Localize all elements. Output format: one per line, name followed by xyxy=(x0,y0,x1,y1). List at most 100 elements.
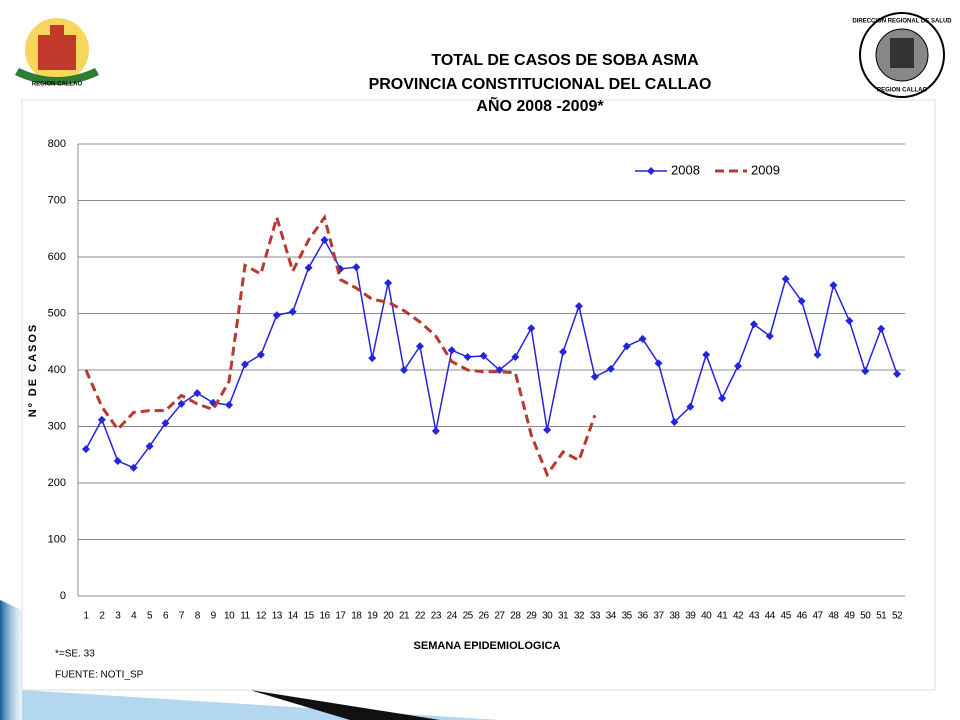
point-marker xyxy=(781,275,790,284)
x-tick-label: 18 xyxy=(351,611,362,622)
point-marker xyxy=(654,359,663,368)
x-tick-label: 39 xyxy=(685,611,696,622)
x-tick-label: 24 xyxy=(447,611,458,622)
point-marker xyxy=(161,419,170,428)
logo-text: REGION CALLAO xyxy=(877,88,928,94)
chart-title: TOTAL DE CASOS DE SOBA ASMA xyxy=(431,52,699,69)
logo-text: DIRECCION REGIONAL DE SALUD xyxy=(852,19,952,25)
x-tick-label: 14 xyxy=(288,611,299,622)
point-marker xyxy=(431,427,440,436)
x-tick-label: 46 xyxy=(797,611,808,622)
x-tick-label: 7 xyxy=(179,611,185,622)
point-marker xyxy=(749,320,758,329)
x-tick-label: 19 xyxy=(367,611,378,622)
logo-text: REGION CALLAO xyxy=(32,82,83,88)
x-tick-label: 4 xyxy=(131,611,137,622)
x-tick-label: 31 xyxy=(558,611,569,622)
point-marker xyxy=(384,278,393,287)
x-tick-label: 43 xyxy=(749,611,760,622)
x-tick-label: 20 xyxy=(383,611,394,622)
point-marker xyxy=(606,364,615,373)
x-tick-label: 29 xyxy=(526,611,537,622)
point-marker xyxy=(734,362,743,371)
x-tick-label: 37 xyxy=(653,611,664,622)
x-tick-label: 48 xyxy=(828,611,839,622)
chart-title: PROVINCIA CONSTITUCIONAL DEL CALLAO xyxy=(369,76,712,93)
x-tick-label: 28 xyxy=(510,611,521,622)
point-marker xyxy=(304,263,313,272)
point-marker xyxy=(861,367,870,376)
x-tick-label: 32 xyxy=(574,611,585,622)
x-tick-label: 25 xyxy=(463,611,474,622)
point-marker xyxy=(845,316,854,325)
x-tick-label: 2 xyxy=(99,611,105,622)
point-marker xyxy=(240,360,249,369)
x-tick-label: 3 xyxy=(115,611,121,622)
x-axis-label: SEMANA EPIDEMIOLOGICA xyxy=(414,640,561,652)
y-tick-label: 300 xyxy=(48,420,66,432)
point-marker xyxy=(193,389,202,398)
chart-title: AÑO 2008 -2009* xyxy=(476,95,604,115)
x-tick-label: 38 xyxy=(669,611,680,622)
point-marker xyxy=(702,350,711,359)
x-tick-label: 52 xyxy=(892,611,903,622)
legend-label: 2009 xyxy=(751,162,780,177)
x-tick-label: 41 xyxy=(717,611,728,622)
x-tick-label: 15 xyxy=(304,611,315,622)
x-tick-label: 49 xyxy=(844,611,855,622)
legend-label: 2008 xyxy=(671,162,700,177)
point-marker xyxy=(543,425,552,434)
decor xyxy=(0,600,22,720)
y-tick-label: 400 xyxy=(48,364,66,376)
x-tick-label: 42 xyxy=(733,611,744,622)
x-tick-label: 36 xyxy=(638,611,649,622)
x-tick-label: 1 xyxy=(83,611,89,622)
series-line xyxy=(84,212,597,478)
point-marker xyxy=(272,311,281,320)
x-tick-label: 10 xyxy=(224,611,235,622)
y-tick-label: 600 xyxy=(48,251,66,263)
point-marker xyxy=(400,366,409,374)
point-marker xyxy=(113,456,122,465)
point-marker xyxy=(527,324,536,333)
decor xyxy=(250,690,440,720)
x-tick-label: 40 xyxy=(701,611,712,622)
point-marker xyxy=(670,417,679,426)
point-marker xyxy=(638,334,647,343)
y-tick-label: 200 xyxy=(48,477,66,489)
point-marker xyxy=(829,281,838,290)
point-marker xyxy=(320,236,329,245)
y-tick-label: 500 xyxy=(48,307,66,319)
x-tick-label: 21 xyxy=(399,611,410,622)
x-tick-label: 27 xyxy=(494,611,505,622)
chart-panel xyxy=(21,99,936,691)
point-marker xyxy=(129,463,138,472)
point-marker xyxy=(177,399,186,408)
point-marker xyxy=(447,346,456,355)
y-axis-label: Nº DE CASOS xyxy=(27,323,39,417)
x-tick-label: 47 xyxy=(812,611,823,622)
series-line xyxy=(85,238,898,469)
point-marker xyxy=(415,342,424,351)
point-marker xyxy=(686,402,695,411)
point-marker xyxy=(590,372,599,381)
point-marker xyxy=(145,442,154,451)
x-tick-label: 51 xyxy=(876,611,887,622)
x-tick-label: 17 xyxy=(335,611,346,622)
point-marker xyxy=(256,350,265,359)
note: *=SE. 33 xyxy=(55,649,95,660)
x-tick-label: 50 xyxy=(860,611,871,622)
point-marker xyxy=(877,324,886,333)
x-tick-label: 12 xyxy=(256,611,267,622)
logo-left: REGION CALLAO xyxy=(15,18,99,88)
point-marker xyxy=(574,302,583,311)
x-tick-label: 34 xyxy=(606,611,617,622)
point-marker xyxy=(718,394,727,403)
x-tick-label: 33 xyxy=(590,611,601,622)
note: FUENTE: NOTI_SP xyxy=(55,670,144,681)
legend-marker xyxy=(647,167,655,175)
point-marker xyxy=(559,347,568,356)
x-tick-label: 5 xyxy=(147,611,153,622)
x-tick-label: 22 xyxy=(415,611,426,622)
